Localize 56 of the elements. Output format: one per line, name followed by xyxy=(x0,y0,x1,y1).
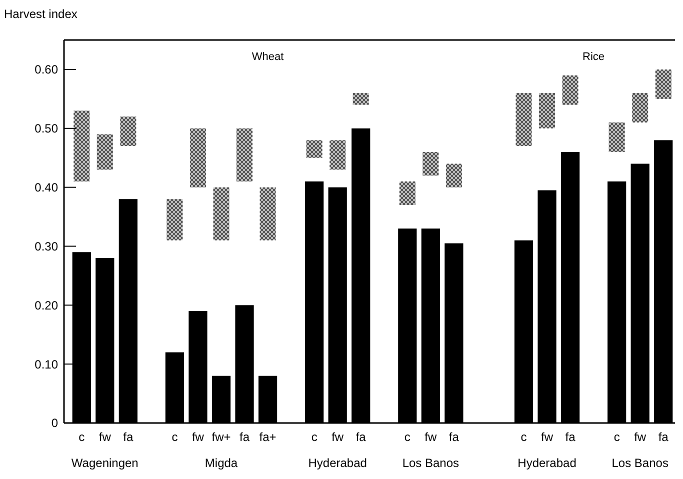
bar xyxy=(96,134,113,170)
x-tick-label: fw xyxy=(98,430,112,444)
y-tick-label: 0.60 xyxy=(34,62,58,77)
x-tick-label: c xyxy=(311,430,318,444)
bar xyxy=(120,116,136,146)
x-tick-label: fw xyxy=(332,430,344,444)
x-tick-label: fa xyxy=(658,430,669,444)
bar xyxy=(399,181,416,205)
text: Migda xyxy=(204,456,238,470)
x-tick-label: fa xyxy=(356,430,366,444)
x-tick-label: fw xyxy=(541,430,554,444)
bar xyxy=(446,164,462,188)
x-tick-label: c xyxy=(520,430,527,444)
x-tick-label: fa+ xyxy=(259,430,276,444)
bar xyxy=(260,187,276,240)
y-axis-title: Harvest index xyxy=(4,7,78,21)
text: Hyderabad xyxy=(308,456,367,470)
text: Los Banos xyxy=(612,456,668,470)
bar xyxy=(213,187,230,240)
x-tick-label: fw+ xyxy=(212,430,231,444)
bar xyxy=(306,140,322,158)
bar xyxy=(562,75,578,105)
x-tick-label: c xyxy=(172,430,178,444)
annotation: Wheat xyxy=(252,51,284,63)
bar xyxy=(352,93,369,105)
text: Wageningen xyxy=(71,456,138,470)
bar xyxy=(422,152,439,176)
y-tick-label: 0.40 xyxy=(34,180,58,195)
text: Los Banos xyxy=(402,456,460,470)
bar xyxy=(632,93,648,122)
bar xyxy=(608,122,625,152)
y-tick-label: 0.50 xyxy=(34,122,58,136)
x-tick-label: fa xyxy=(448,430,460,444)
bar xyxy=(655,69,672,99)
bar xyxy=(330,140,346,170)
x-tick-label: c xyxy=(614,430,620,444)
bar xyxy=(74,110,90,182)
text: Hyderabad xyxy=(518,456,576,470)
x-tick-label: fa xyxy=(240,430,250,444)
bar xyxy=(516,93,532,146)
y-tick-label: 0.30 xyxy=(34,239,58,254)
y-tick-label: 0.20 xyxy=(34,298,58,312)
x-tick-label: c xyxy=(78,430,85,444)
bar xyxy=(190,128,206,188)
y-tick-label: 0.10 xyxy=(34,357,58,372)
x-tick-label: fw xyxy=(424,430,438,444)
x-tick-label: fa xyxy=(123,430,134,444)
y-tick-label: 0 xyxy=(51,416,58,430)
bar xyxy=(166,199,183,240)
x-tick-label: fa xyxy=(565,430,576,444)
bar xyxy=(236,128,253,182)
x-tick-label: fw xyxy=(634,430,646,444)
annotation: Rice xyxy=(582,51,605,63)
bar xyxy=(539,93,556,128)
x-tick-label: fw xyxy=(192,430,204,444)
x-tick-label: c xyxy=(404,430,410,444)
